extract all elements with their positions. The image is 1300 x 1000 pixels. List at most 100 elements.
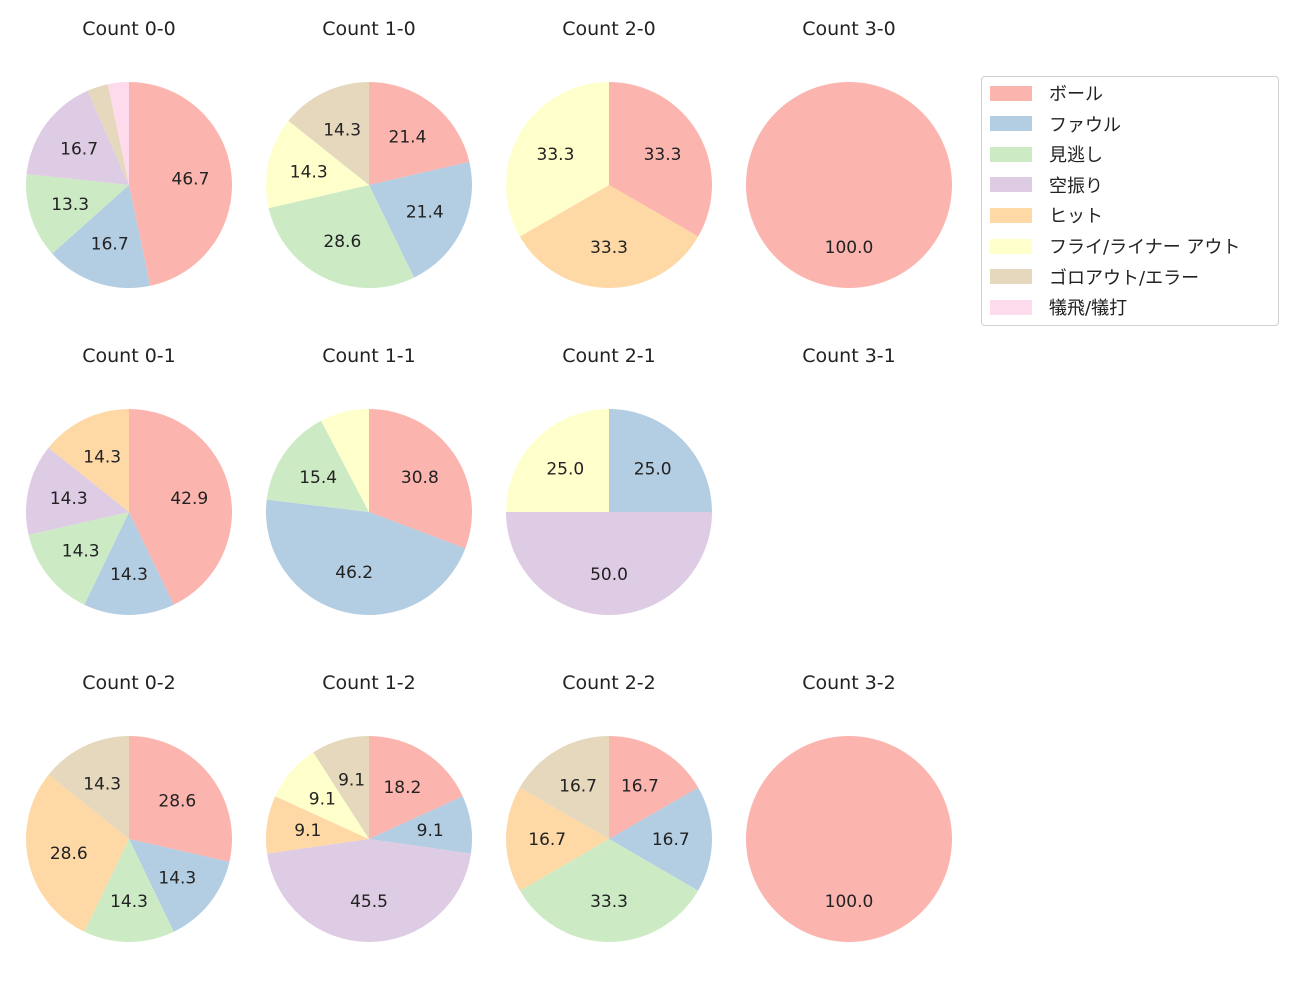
slice-label: 15.4 <box>299 468 337 488</box>
legend-item: 犠飛/犠打 <box>990 297 1128 320</box>
pie-chart: Count 0-046.716.713.316.7 <box>25 18 232 288</box>
pie-slice <box>84 839 174 942</box>
slice-label: 13.3 <box>51 195 89 215</box>
slice-label: 14.3 <box>158 869 196 889</box>
pie-slice <box>266 420 369 512</box>
pie-slice <box>609 787 712 891</box>
slice-label: 16.7 <box>528 830 566 850</box>
pie-slice <box>519 839 699 942</box>
pie-slice <box>84 512 174 616</box>
pie-slice <box>746 736 952 942</box>
pie-slice <box>506 512 712 615</box>
slice-label: 28.6 <box>158 791 196 811</box>
pie-chart: Count 1-218.29.145.59.19.19.1 <box>266 672 472 942</box>
legend-label: 犠飛/犠打 <box>1049 298 1128 320</box>
pie-slice <box>288 82 369 185</box>
pie-title: Count 0-0 <box>82 18 176 40</box>
legend: ボール ファウル 見逃し 空振り ヒット フライ/ライナー アウト ゴロアウト/エラー 犠飛/… <box>981 76 1279 326</box>
legend-label: 空振り <box>1049 175 1103 197</box>
pie-slice <box>275 752 369 839</box>
legend-label: ヒット <box>1049 206 1103 228</box>
pie-title: Count 2-1 <box>562 345 656 367</box>
legend-item: ファウル <box>990 114 1121 136</box>
slice-label: 16.7 <box>91 235 129 255</box>
slice-label: 30.8 <box>401 468 439 488</box>
pie-slice <box>48 409 129 512</box>
slice-label: 16.7 <box>652 830 690 850</box>
legend-swatch <box>990 238 1032 254</box>
pie-slice <box>267 839 471 942</box>
pie-chart: Count 1-0 21.4 21.4 28.6 14.3 14.3 <box>265 18 472 288</box>
legend-label: ファウル <box>1049 114 1121 136</box>
pie-slice <box>505 787 609 891</box>
pie-slice <box>87 84 129 185</box>
pie-slice <box>129 736 232 862</box>
slice-label: 46.7 <box>172 170 210 190</box>
pie-slice <box>25 447 130 535</box>
pie-slice <box>265 120 369 209</box>
slice-label: 33.3 <box>644 145 682 165</box>
slice-label: 100.0 <box>825 238 874 258</box>
slice-label: 21.4 <box>389 128 427 148</box>
legend-item: ヒット <box>990 205 1103 228</box>
slice-label: 16.7 <box>621 776 659 796</box>
slice-label: 14.3 <box>290 162 328 182</box>
slice-label: 25.0 <box>634 459 672 479</box>
pie-slice <box>48 736 129 839</box>
pie-chart: Count 1-1 30.8 46.2 15.4 <box>265 345 472 615</box>
pie-slice <box>369 161 472 278</box>
legend-label: 見逃し <box>1049 145 1103 167</box>
pie-slice <box>369 796 472 854</box>
pie-title: Count 1-1 <box>322 345 416 367</box>
slice-label: 16.7 <box>60 140 98 160</box>
pie-chart: Count 0-1 42.9 14.3 14.3 14.3 14.3 <box>25 345 233 616</box>
pie-slice <box>369 82 470 185</box>
slice-label: 33.3 <box>590 892 628 912</box>
pie-slice <box>506 82 609 237</box>
pie-chart: Count 3-1 <box>802 345 896 367</box>
pie-slice <box>268 185 415 288</box>
slice-label: 46.2 <box>335 563 373 583</box>
pie-title: Count 1-0 <box>322 18 416 40</box>
legend-swatch <box>990 207 1032 223</box>
slice-label: 45.5 <box>350 892 388 912</box>
legend-swatch <box>990 146 1032 162</box>
pie-chart: Count 0-2 28.6 14.3 14.3 28.6 14.3 <box>25 672 232 942</box>
pie-slice <box>129 839 230 932</box>
pie-slice <box>129 409 233 605</box>
slice-label: 50.0 <box>590 565 628 585</box>
pie-title: Count 3-1 <box>802 345 896 367</box>
slice-label: 28.6 <box>50 844 88 864</box>
pie-slice <box>313 736 369 839</box>
legend-item: フライ/ライナー アウト <box>990 236 1241 258</box>
pie-chart: Count 2-0 33.3 33.3 33.3 <box>506 18 712 288</box>
pie-slice <box>609 409 712 512</box>
pie-slice <box>369 409 472 549</box>
slice-label: 42.9 <box>170 489 208 509</box>
pie-slice <box>265 499 466 615</box>
legend-swatch <box>990 116 1032 132</box>
legend-swatch <box>990 299 1032 315</box>
pie-slice <box>25 174 129 254</box>
legend-item: 空振り <box>990 175 1103 197</box>
pie-slice <box>107 82 129 185</box>
legend-label: フライ/ライナー アウト <box>1049 237 1241 258</box>
pie-chart: Count 2-2 16.7 16.7 33.3 16.7 16.7 <box>505 672 712 942</box>
pie-slice <box>129 82 232 286</box>
slice-label: 14.3 <box>83 447 121 467</box>
legend-label: ゴロアウト/エラー <box>1049 267 1200 289</box>
pie-slice <box>609 82 712 237</box>
slice-label: 21.4 <box>406 203 444 223</box>
pie-slice <box>25 774 129 932</box>
pie-title: Count 3-2 <box>802 672 896 694</box>
pie-title: Count 0-1 <box>82 345 176 367</box>
pie-slice <box>506 409 609 512</box>
pie-slice <box>519 736 609 839</box>
pie-title: Count 2-2 <box>562 672 656 694</box>
pie-slice <box>26 90 129 185</box>
slice-label: 9.1 <box>294 821 321 841</box>
slice-label: 14.3 <box>110 892 148 912</box>
slice-label: 14.3 <box>110 565 148 585</box>
slice-label: 14.3 <box>62 542 100 562</box>
